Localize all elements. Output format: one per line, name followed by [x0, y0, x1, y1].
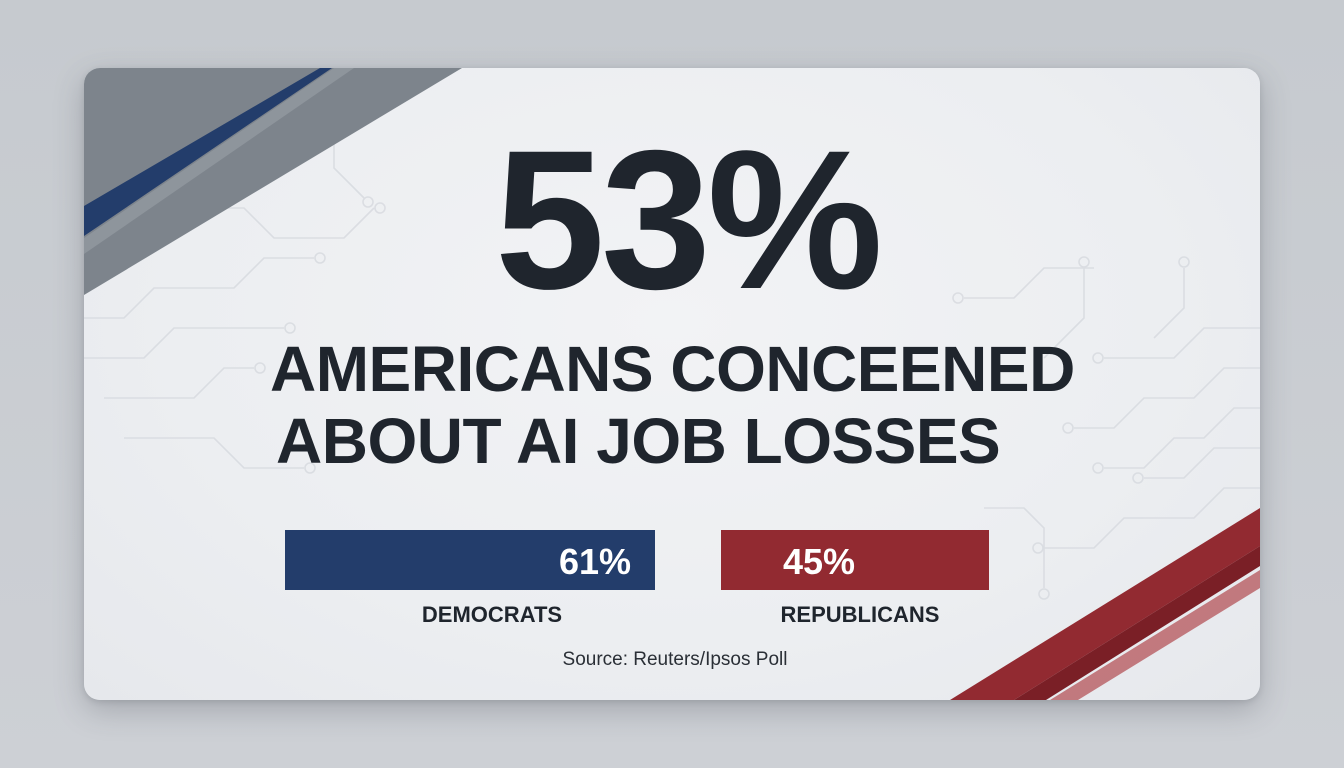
republicans-category-label: REPUBLICANS: [781, 602, 940, 627]
democrats-bar: [285, 530, 655, 590]
headline-line-1: AMERICANS CONCEENED: [270, 333, 1075, 405]
corner-gray-highlight: [84, 68, 354, 254]
republicans-bar: [721, 530, 989, 590]
corner-gray-shape: [84, 68, 462, 295]
headline-text: AMERICANS CONCEENED ABOUT AI JOB LOSSES: [270, 333, 1090, 477]
corner-red-stripe-light: [1050, 570, 1260, 700]
decorative-background: [84, 68, 1260, 700]
corner-blue-stripe: [84, 68, 332, 236]
headline-line-2: ABOUT AI JOB LOSSES: [276, 405, 1001, 477]
circuit-pattern: [84, 128, 1260, 600]
democrats-category-label: DEMOCRATS: [422, 602, 562, 627]
headline-percentage: 53%: [494, 109, 883, 330]
source-note: Source: Reuters/Ipsos Poll: [562, 649, 788, 670]
infographic-card: 53% AMERICANS CONCEENED ABOUT AI JOB LOS…: [84, 68, 1260, 700]
party-comparison-chart: 61% DEMOCRATS 45% REPUBLICANS: [285, 530, 989, 627]
democrats-value-label: 61%: [559, 541, 631, 582]
corner-red-stripe: [950, 508, 1260, 700]
republicans-value-label: 45%: [783, 541, 855, 582]
corner-red-stripe-dark: [1014, 546, 1260, 700]
